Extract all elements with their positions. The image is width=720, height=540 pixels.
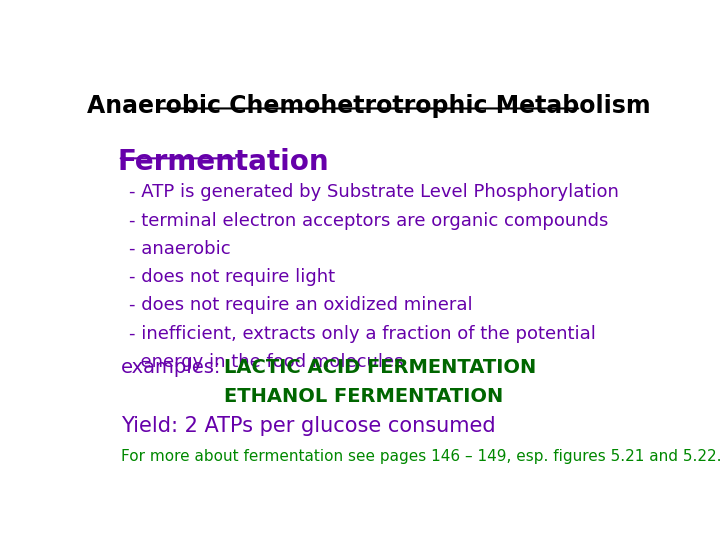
Text: ETHANOL FERMENTATION: ETHANOL FERMENTATION [224, 387, 503, 406]
Text: For more about fermentation see pages 146 – 149, esp. figures 5.21 and 5.22.: For more about fermentation see pages 14… [121, 449, 720, 464]
Text: Anaerobic Chemohetrotrophic Metabolism: Anaerobic Chemohetrotrophic Metabolism [87, 94, 651, 118]
Text: Yield: 2 ATPs per glucose consumed: Yield: 2 ATPs per glucose consumed [121, 416, 495, 436]
Text: - anaerobic: - anaerobic [129, 240, 230, 258]
Text: - does not require an oxidized mineral: - does not require an oxidized mineral [129, 296, 473, 314]
Text: LACTIC ACID FERMENTATION: LACTIC ACID FERMENTATION [224, 358, 536, 377]
Text: - ATP is generated by Substrate Level Phosphorylation: - ATP is generated by Substrate Level Ph… [129, 183, 619, 201]
Text: energy in the food molecules: energy in the food molecules [129, 353, 403, 371]
Text: - terminal electron acceptors are organic compounds: - terminal electron acceptors are organi… [129, 212, 608, 230]
Text: - does not require light: - does not require light [129, 268, 336, 286]
Text: Fermentation: Fermentation [118, 148, 330, 176]
Text: - inefficient, extracts only a fraction of the potential: - inefficient, extracts only a fraction … [129, 325, 596, 343]
Text: examples:: examples: [121, 358, 221, 377]
